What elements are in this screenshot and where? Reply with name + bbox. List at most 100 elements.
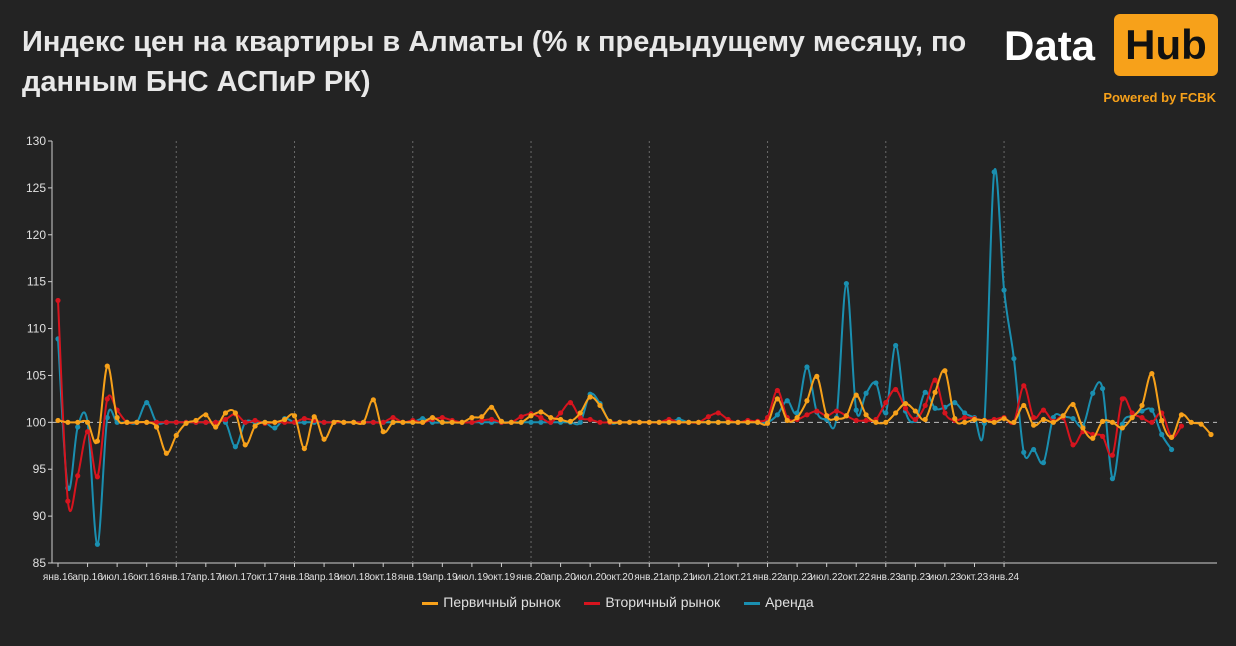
y-tick-label: 95 <box>33 462 47 476</box>
data-point-primary <box>1090 435 1096 441</box>
data-point-primary <box>883 419 889 425</box>
data-point-primary <box>735 419 741 425</box>
data-point-secondary <box>597 419 603 425</box>
x-tick-label: янв.23 <box>871 572 902 583</box>
data-point-rent <box>1021 449 1027 455</box>
data-point-secondary <box>1129 410 1135 416</box>
data-point-secondary <box>222 416 229 423</box>
data-point-primary <box>1001 415 1007 422</box>
data-point-primary <box>420 419 426 425</box>
data-point-secondary <box>962 415 968 421</box>
data-point-rent <box>1040 460 1047 466</box>
data-point-primary <box>390 419 396 425</box>
data-point-rent <box>932 405 938 411</box>
data-point-primary <box>479 414 485 420</box>
x-tick-label: окт.22 <box>843 572 871 583</box>
data-point-rent <box>272 425 278 431</box>
data-point-primary <box>449 419 455 425</box>
data-point-secondary <box>55 297 61 304</box>
data-point-primary <box>262 419 268 425</box>
data-point-primary <box>755 419 761 425</box>
data-point-primary <box>1050 419 1056 425</box>
legend-swatch-primary <box>422 601 439 605</box>
data-point-primary <box>893 410 899 416</box>
data-point-secondary <box>213 419 219 425</box>
data-point-primary <box>656 419 662 425</box>
data-point-rent <box>94 541 101 547</box>
data-point-primary <box>232 410 238 416</box>
data-point-primary <box>331 419 337 425</box>
data-point-secondary <box>774 387 780 394</box>
data-point-secondary <box>153 419 160 425</box>
data-point-primary <box>75 419 81 425</box>
datahub-logo: Data Hub <box>1004 14 1218 76</box>
data-point-primary <box>65 419 71 425</box>
data-point-secondary <box>814 408 820 414</box>
x-tick-label: янв.22 <box>752 572 783 583</box>
x-tick-label: июл.19 <box>456 572 489 583</box>
data-point-primary <box>794 415 800 421</box>
data-point-secondary <box>548 419 554 425</box>
data-point-primary <box>222 410 229 416</box>
data-point-secondary <box>301 415 307 422</box>
data-point-primary <box>1159 417 1165 424</box>
data-point-primary <box>272 419 278 425</box>
data-point-rent <box>774 412 780 418</box>
x-tick-label: окт.17 <box>251 572 279 583</box>
data-point-secondary <box>163 419 170 425</box>
data-point-primary <box>301 445 307 452</box>
data-point-primary <box>843 413 849 419</box>
x-tick-label: апр.18 <box>309 572 340 583</box>
data-point-rent <box>962 410 968 416</box>
data-point-secondary <box>1178 423 1185 429</box>
data-point-secondary <box>1119 396 1125 402</box>
legend-label-secondary: Вторичный рынок <box>605 594 721 610</box>
data-point-rent <box>420 415 426 422</box>
data-point-primary <box>863 412 869 418</box>
data-point-rent <box>1159 431 1165 438</box>
data-point-rent <box>1168 446 1175 453</box>
data-point-primary <box>607 418 613 424</box>
x-tick-label: янв.19 <box>398 572 429 583</box>
data-point-rent <box>794 410 800 416</box>
data-point-rent <box>853 407 859 413</box>
data-point-primary <box>1208 431 1214 438</box>
data-point-primary <box>311 414 317 420</box>
data-point-primary <box>587 394 593 400</box>
data-point-primary <box>1178 412 1185 418</box>
data-point-primary <box>360 419 367 425</box>
data-point-primary <box>114 415 120 421</box>
x-tick-label: июл.21 <box>692 572 725 583</box>
data-point-primary <box>1011 419 1017 425</box>
legend-label-primary: Первичный рынок <box>443 594 561 610</box>
data-point-primary <box>104 363 110 369</box>
data-point-primary <box>321 436 327 442</box>
data-point-secondary <box>577 415 583 421</box>
data-point-primary <box>1188 419 1194 425</box>
x-tick-label: июл.17 <box>219 572 252 583</box>
data-point-secondary <box>469 419 475 425</box>
data-point-primary <box>528 413 534 419</box>
data-point-primary <box>439 419 445 425</box>
data-point-primary <box>153 424 160 430</box>
data-point-primary <box>84 419 91 425</box>
data-point-secondary <box>242 419 248 425</box>
data-point-primary <box>94 438 101 444</box>
x-tick-label: янв.21 <box>634 572 665 583</box>
x-tick-label: окт.19 <box>488 572 516 583</box>
data-point-primary <box>1099 418 1106 424</box>
data-point-secondary <box>912 416 918 423</box>
data-point-primary <box>617 419 623 425</box>
data-point-primary <box>144 419 150 425</box>
x-tick-label: июл.16 <box>101 572 134 583</box>
legend-item-primary: Первичный рынок <box>422 594 560 610</box>
data-point-primary <box>971 416 978 423</box>
x-tick-label: апр.16 <box>72 572 103 583</box>
data-point-secondary <box>893 386 899 393</box>
data-point-primary <box>932 389 938 395</box>
data-point-primary <box>134 419 140 425</box>
x-tick-label: апр.17 <box>191 572 222 583</box>
data-point-primary <box>962 419 968 425</box>
data-point-primary <box>774 396 780 402</box>
